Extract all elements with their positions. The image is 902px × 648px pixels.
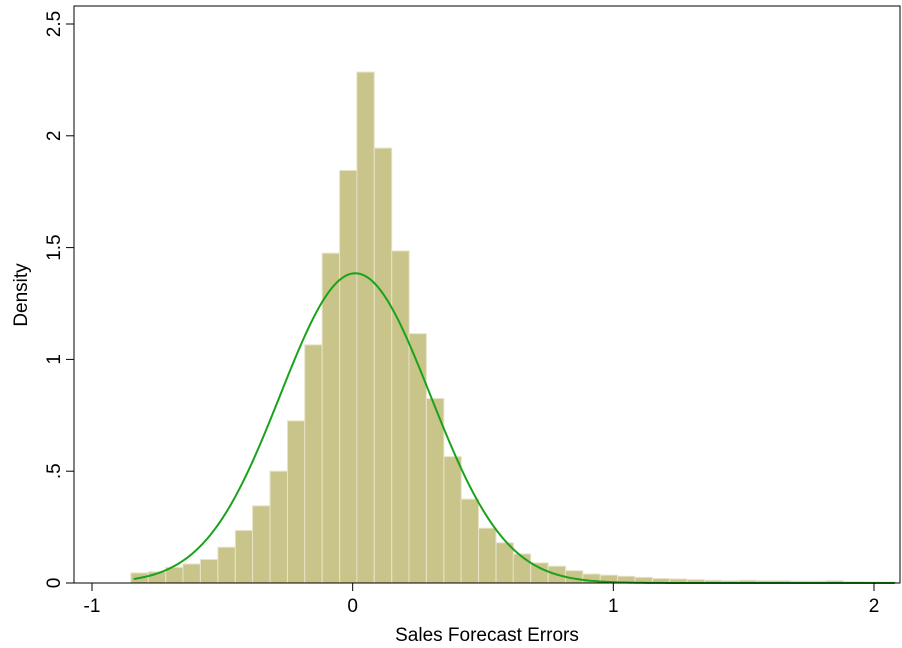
- y-axis-ticks: 0 .5 1 1.5 2 2.5: [44, 11, 74, 589]
- y-tick-label: 2: [44, 131, 65, 142]
- histogram-bar: [339, 169, 358, 584]
- histogram-bar: [234, 529, 254, 584]
- histogram-bar: [182, 563, 201, 584]
- histogram-bar: [530, 562, 549, 584]
- histogram-bar: [373, 147, 393, 584]
- plot-frame: [73, 5, 901, 584]
- histogram-bar: [252, 505, 271, 584]
- histogram-bar: [478, 527, 497, 584]
- histogram-bar: [356, 71, 375, 584]
- x-axis-title: Sales Forecast Errors: [395, 625, 579, 646]
- y-tick-label: 1: [44, 354, 65, 365]
- histogram-bars: [130, 71, 897, 584]
- y-tick-label: 1.5: [44, 234, 65, 260]
- histogram-bar: [199, 559, 219, 584]
- histogram-bar: [391, 250, 410, 584]
- histogram-bar: [287, 420, 306, 584]
- x-tick-label: 2: [869, 596, 880, 617]
- y-tick-label: 2.5: [44, 11, 65, 37]
- x-tick-label: 0: [347, 596, 358, 617]
- y-axis-title: Density: [11, 263, 32, 327]
- histogram-bar: [495, 542, 514, 584]
- x-tick-label: 1: [608, 596, 619, 617]
- histogram-bar: [269, 470, 288, 584]
- histogram-bar: [460, 498, 479, 584]
- histogram-bar: [425, 398, 445, 584]
- histogram-bar: [512, 553, 532, 584]
- y-tick-label: 0: [44, 578, 65, 589]
- histogram-bar: [304, 344, 323, 584]
- histogram-bar: [217, 546, 236, 584]
- histogram-bar: [408, 333, 427, 584]
- x-tick-label: -1: [84, 596, 101, 617]
- x-axis-ticks: -1 0 1 2: [84, 583, 880, 617]
- y-tick-label: .5: [44, 463, 65, 479]
- histogram-bar: [443, 456, 462, 584]
- histogram-bar: [321, 252, 341, 584]
